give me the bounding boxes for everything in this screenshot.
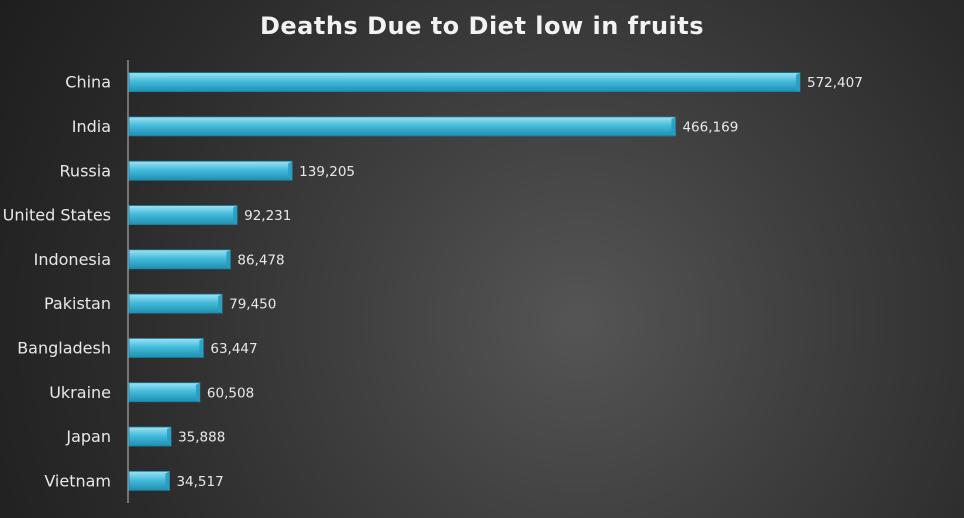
data-label: 466,169 [682,119,738,135]
bar-bevel [218,294,223,314]
data-label: 35,888 [178,430,225,446]
data-label: 92,231 [244,208,291,224]
bar-bevel [165,471,170,491]
data-label: 63,447 [210,341,257,357]
bar-bevel [796,72,800,92]
category-label: Ukraine [49,383,111,402]
category-label: Indonesia [34,250,111,269]
category-label: Pakistan [44,294,111,313]
data-label: 139,205 [299,164,355,180]
bar-united-states [128,205,238,225]
bar-ukraine [128,382,201,403]
bar-bangladesh [128,338,204,358]
data-label: 60,508 [207,385,254,401]
category-label: India [72,117,111,136]
category-label: China [65,73,111,92]
bar-pakistan [128,293,223,314]
data-label: 34,517 [176,474,223,490]
bar-bevel [167,427,172,447]
bar-japan [128,426,172,447]
data-label: 79,450 [229,297,276,313]
bar-china [128,72,801,93]
bar-bevel [226,249,231,269]
category-label: Vietnam [44,471,111,490]
category-label: Russia [60,161,111,180]
category-label: Bangladesh [17,338,111,357]
bar-bevel [195,382,200,402]
data-label: 86,478 [237,252,284,268]
bar-vietnam [128,470,170,491]
bar-indonesia [128,249,231,270]
chart-title: Deaths Due to Diet low in fruits [259,12,705,40]
bar-bevel [199,338,204,358]
bar-india [128,116,676,137]
data-label: 572,407 [807,75,863,91]
bar-russia [128,160,293,181]
bar-bevel [671,116,676,136]
bar-bevel [233,205,238,225]
category-label: Japan [65,427,111,446]
bar-bevel [288,161,293,181]
category-label: United States [3,206,111,225]
